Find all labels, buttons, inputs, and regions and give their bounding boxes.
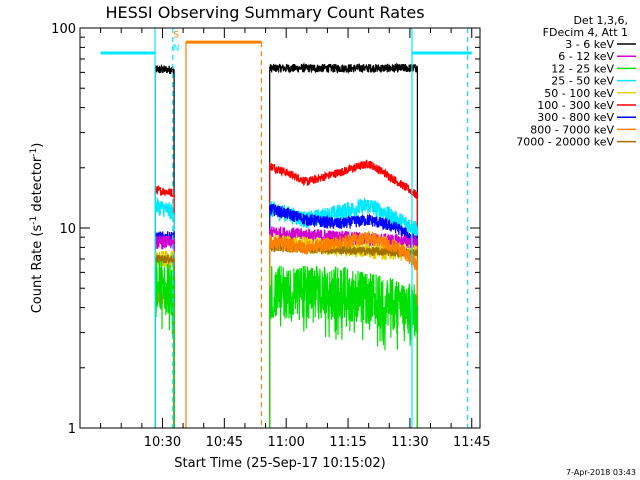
legend-entry-label: 50 - 100 keV <box>544 87 614 100</box>
series-300_800keV-seg1 <box>269 203 419 428</box>
x-tick-label: 11:30 <box>391 435 428 450</box>
legend-header-line: Det 1,3,6, <box>573 14 628 27</box>
x-tick-label: 10:45 <box>206 435 243 450</box>
marker-s: S <box>173 30 179 40</box>
series-7000_20000keV-seg0 <box>154 254 175 428</box>
series-50_100keV-seg1 <box>269 234 418 428</box>
legend-entry-label: 800 - 7000 keV <box>530 123 614 136</box>
axes: 1 10 100 10:30 10:45 11:00 11:15 11:30 11:45 <box>51 22 490 450</box>
legend-header-line: FDecim 4, Att 1 <box>543 26 628 39</box>
series-12_25keV-seg0 <box>154 259 175 428</box>
legend-entry-label: 25 - 50 keV <box>551 75 614 88</box>
series-3_6keV-seg0 <box>154 63 175 428</box>
x-tick-label: 11:00 <box>267 435 304 450</box>
series-3_6keV-seg1 <box>269 62 419 428</box>
x-axis-label: Start Time (25-Sep-17 10:15:02) <box>174 456 385 471</box>
marker-n: N <box>173 43 180 53</box>
legend-entry-label: 12 - 25 keV <box>551 62 614 75</box>
series-25_50keV-seg0 <box>154 197 175 428</box>
series-100_300keV-seg1 <box>269 159 418 428</box>
y-tick-label: 1 <box>68 422 76 437</box>
chart-title: HESSI Observing Summary Count Rates <box>105 3 424 22</box>
series-800_7000keV-seg1 <box>269 231 419 428</box>
x-tick-label: 11:15 <box>329 435 366 450</box>
legend-entry-label: 3 - 6 keV <box>565 38 614 51</box>
y-tick-label: 10 <box>59 222 76 237</box>
legend-entry-label: 300 - 800 keV <box>537 111 614 124</box>
y-tick-label: 100 <box>51 22 76 37</box>
footer-timestamp: 7-Apr-2018 03:43 <box>566 468 636 477</box>
x-tick-label: 10:30 <box>144 435 181 450</box>
y-axis-label: Count Rate (s-1 detector-1) <box>29 143 45 314</box>
series-12_25keV-seg1 <box>269 265 418 428</box>
plot-area: SN <box>100 28 472 428</box>
legend-entry-label: 6 - 12 keV <box>558 50 614 63</box>
series-6_12keV-seg0 <box>154 234 175 428</box>
legend-entry-label: 7000 - 20000 keV <box>516 136 614 149</box>
x-tick-label: 11:45 <box>453 435 490 450</box>
legend-entry-label: 100 - 300 keV <box>537 99 614 112</box>
series-100_300keV-seg0 <box>154 184 175 428</box>
